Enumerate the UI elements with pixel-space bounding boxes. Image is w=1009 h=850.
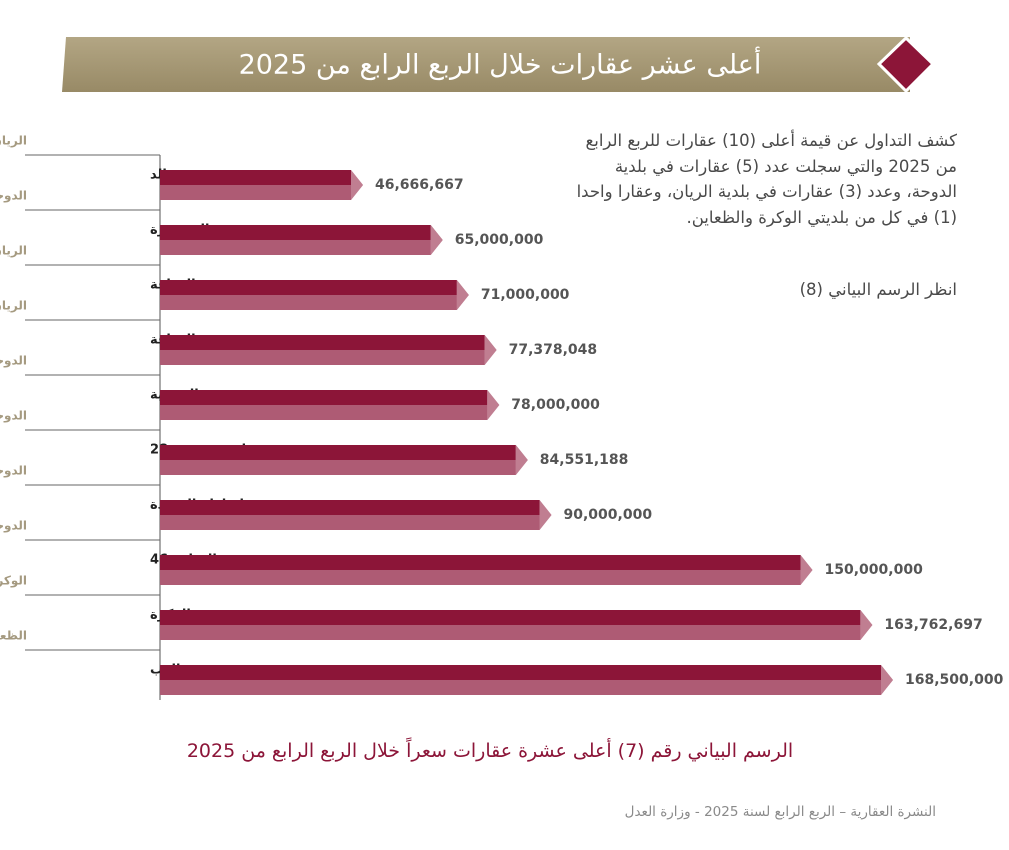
bar	[160, 225, 443, 255]
value-label: 168,500,000	[905, 672, 1004, 688]
bar-top	[160, 335, 485, 350]
bar-tip-shade	[881, 665, 893, 695]
bar-tip	[515, 445, 528, 475]
bar-tip-shade	[430, 225, 443, 255]
bar-tip-shade	[800, 555, 813, 585]
group-label: الدوحة	[0, 519, 27, 534]
bar-bottom	[160, 240, 431, 255]
value-label: 78,000,000	[511, 397, 600, 413]
chart-title: أعلى عشر عقارات خلال الربع الرابع من 202…	[239, 46, 762, 81]
bar	[160, 390, 500, 420]
value-label: 163,762,697	[884, 617, 982, 633]
value-label: 77,378,048	[509, 342, 598, 358]
bar-tip	[539, 500, 552, 530]
bar-bottom	[160, 460, 516, 475]
bar-top	[160, 445, 516, 460]
bar-bottom	[160, 350, 485, 365]
group-label: الدوحة	[0, 189, 27, 204]
bar-bottom-shade	[160, 240, 431, 255]
value-label: 71,000,000	[481, 287, 570, 303]
bar-top	[160, 610, 861, 625]
bar-bottom-shade	[160, 515, 540, 530]
note: انظر الرسم البياني (8)	[799, 280, 957, 299]
bar-top	[160, 500, 540, 515]
value-label: 150,000,000	[825, 562, 924, 578]
bar-tip	[487, 390, 500, 420]
bar-tip	[456, 280, 469, 310]
bar	[160, 610, 873, 640]
bar-bottom-shade	[160, 680, 881, 695]
bar-tip	[800, 555, 813, 585]
bar-bottom-shade	[160, 460, 516, 475]
bar-top	[160, 665, 881, 680]
value-label: 90,000,000	[564, 507, 653, 523]
bar-bottom-shade	[160, 405, 488, 420]
bar-tip	[881, 665, 893, 695]
bar-tip-shade	[860, 610, 873, 640]
bar-bottom	[160, 185, 352, 200]
bar-tip-shade	[515, 445, 528, 475]
bar	[160, 280, 469, 310]
bar-tip-shade	[487, 390, 500, 420]
bar-bottom-shade	[160, 295, 457, 310]
bar-tip-shade	[456, 280, 469, 310]
bar-bottom	[160, 515, 540, 530]
bar-tip	[484, 335, 497, 365]
bar-bottom-shade	[160, 185, 352, 200]
bar-top	[160, 170, 352, 185]
bar-bottom-shade	[160, 570, 801, 585]
group-label: الريان	[0, 244, 27, 258]
bar-tip	[351, 170, 364, 200]
group-label: الريان	[0, 134, 27, 148]
caption: الرسم البياني رقم (7) أعلى عشرة عقارات س…	[186, 740, 794, 762]
bar-top	[160, 555, 801, 570]
bar	[160, 445, 528, 475]
bar-tip-shade	[351, 170, 364, 200]
group-label: الدوحة	[0, 354, 27, 369]
value-label: 65,000,000	[455, 232, 544, 248]
bar	[160, 665, 893, 695]
group-label: الريان	[0, 299, 27, 313]
bar	[160, 555, 813, 585]
bar-bottom	[160, 570, 801, 585]
bar	[160, 500, 552, 530]
bar-top	[160, 390, 488, 405]
bar-bottom	[160, 625, 861, 640]
bar-bottom-shade	[160, 350, 485, 365]
bar-bottom	[160, 680, 881, 695]
bar-bottom	[160, 295, 457, 310]
value-label: 46,666,667	[375, 177, 464, 193]
group-label: الظعاين	[0, 629, 27, 643]
group-label: الدوحة	[0, 409, 27, 424]
title-banner	[62, 37, 910, 92]
group-label: الوكرة	[0, 574, 27, 589]
bar-top	[160, 280, 457, 295]
footer: النشرة العقارية – الربع الرابع لسنة 2025…	[624, 804, 936, 820]
bar	[160, 335, 497, 365]
bar-tip-shade	[539, 500, 552, 530]
value-label: 84,551,188	[540, 452, 629, 468]
paragraph: كشف التداول عن قيمة أعلى (10) عقارات للر…	[576, 131, 957, 227]
bar-top	[160, 225, 431, 240]
bar-tip	[860, 610, 873, 640]
bar-tip	[430, 225, 443, 255]
bar-bottom	[160, 405, 488, 420]
bar	[160, 170, 364, 200]
bar-bottom-shade	[160, 625, 861, 640]
title-diamond	[876, 35, 936, 94]
group-label: الدوحة	[0, 464, 27, 479]
bar-tip-shade	[484, 335, 497, 365]
